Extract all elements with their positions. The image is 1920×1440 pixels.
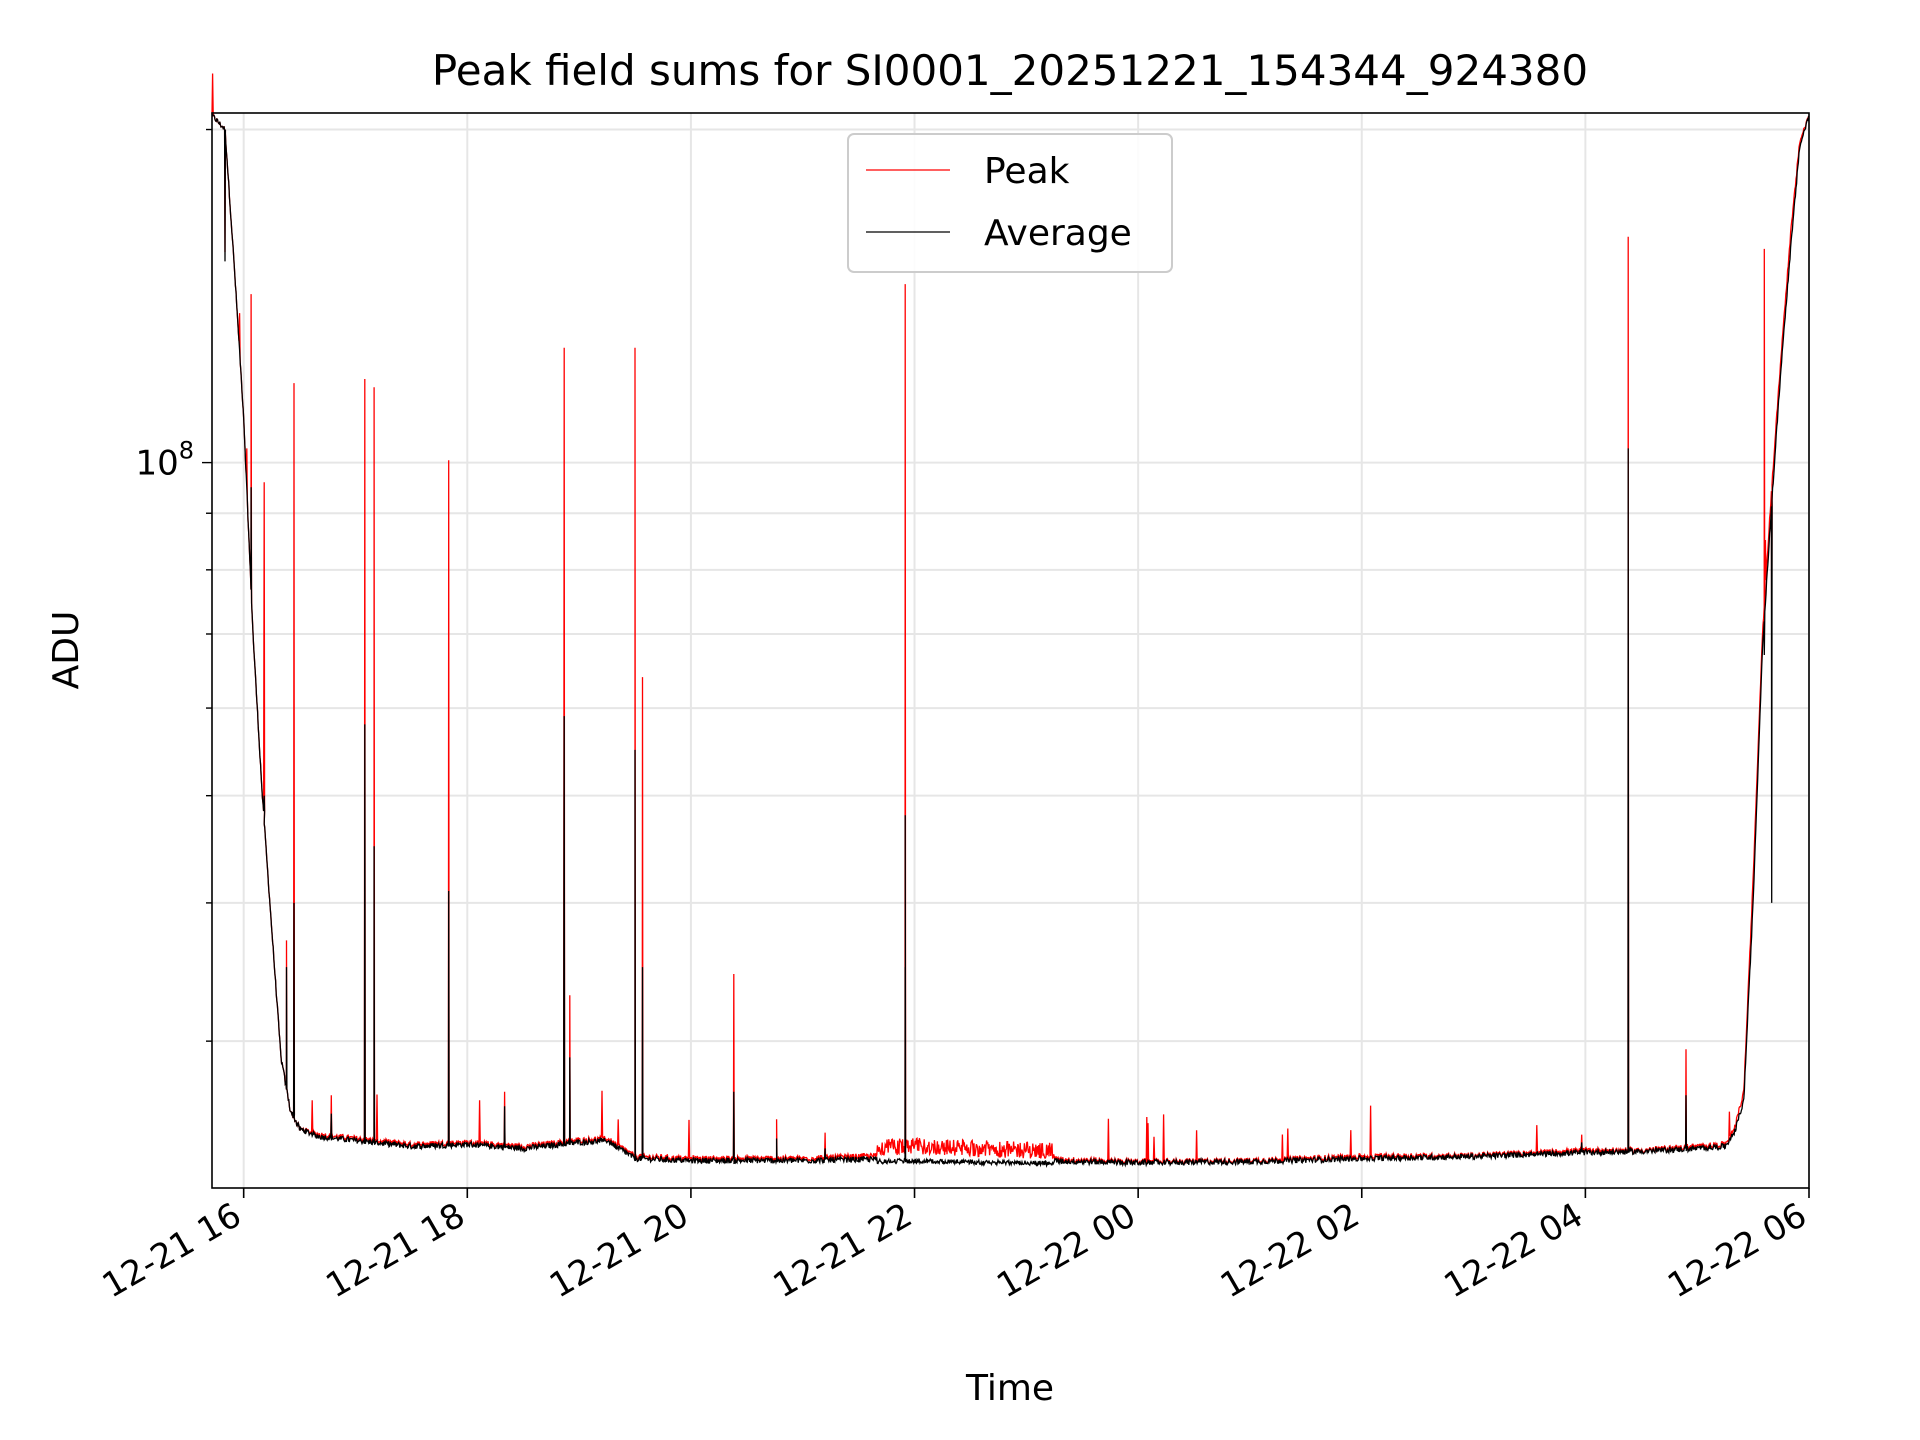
y-tick-label: 108 xyxy=(135,437,194,484)
legend: Peak Average xyxy=(847,133,1173,273)
series-lines xyxy=(211,73,1810,1168)
legend-average-label: Average xyxy=(984,213,1132,254)
plot-frame xyxy=(211,112,1810,1189)
legend-box xyxy=(847,133,1173,273)
x-axis-label: Time xyxy=(965,1368,1054,1409)
legend-peak-label: Peak xyxy=(984,151,1070,192)
chart-title: Peak field sums for SI0001_20251221_1543… xyxy=(432,46,1588,95)
y-axis-label: ADU xyxy=(46,611,87,690)
y-tick-label-exponent: 8 xyxy=(179,437,194,465)
average-series-line xyxy=(211,114,1810,1168)
